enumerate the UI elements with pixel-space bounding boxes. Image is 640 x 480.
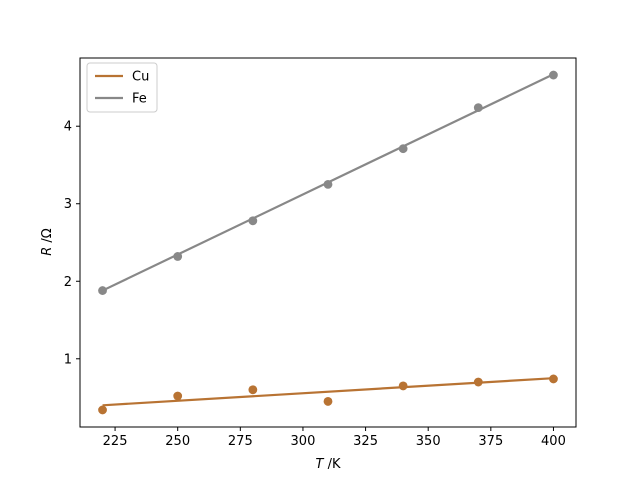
x-tick-label: 250 — [165, 434, 190, 449]
data-point-fe — [323, 179, 333, 189]
x-tick-label: 275 — [228, 434, 253, 449]
y-tick-label: 4 — [64, 120, 72, 135]
data-point-fe — [248, 216, 258, 226]
y-tick-label: 2 — [64, 275, 72, 290]
data-point-fe — [173, 252, 183, 261]
y-axis-ticks: 1 2 3 4 — [64, 120, 80, 367]
data-point-cu — [473, 377, 483, 387]
legend-label-cu: Cu — [132, 70, 149, 85]
data-point-cu — [323, 397, 333, 406]
x-axis-label: T /K — [316, 457, 341, 472]
data-point-cu — [98, 405, 107, 415]
y-tick-label: 1 — [64, 352, 72, 367]
data-point-cu — [173, 391, 183, 401]
plot-frame — [79, 57, 577, 428]
data-point-fe — [98, 286, 107, 295]
data-point-fe — [398, 144, 408, 154]
x-tick-label: 400 — [541, 434, 566, 449]
x-tick-label: 375 — [478, 434, 503, 449]
data-point-fe — [473, 103, 483, 113]
series-cu — [98, 374, 558, 415]
data-point-fe — [549, 70, 558, 80]
data-point-cu — [248, 385, 258, 395]
x-tick-label: 325 — [353, 434, 378, 449]
series-fe — [98, 70, 558, 295]
data-point-cu — [549, 374, 558, 384]
y-tick-label: 3 — [64, 197, 72, 212]
x-tick-label: 300 — [291, 434, 316, 449]
x-axis-ticks: 225 250 275 300 325 350 375 400 — [103, 427, 566, 449]
legend: Cu Fe — [86, 62, 158, 113]
x-tick-label: 225 — [103, 434, 128, 449]
chart-marks — [98, 70, 558, 415]
y-axis-label: R /Ω — [40, 228, 55, 256]
x-tick-label: 350 — [416, 434, 441, 449]
data-point-cu — [398, 381, 408, 391]
legend-label-fe: Fe — [132, 92, 147, 107]
